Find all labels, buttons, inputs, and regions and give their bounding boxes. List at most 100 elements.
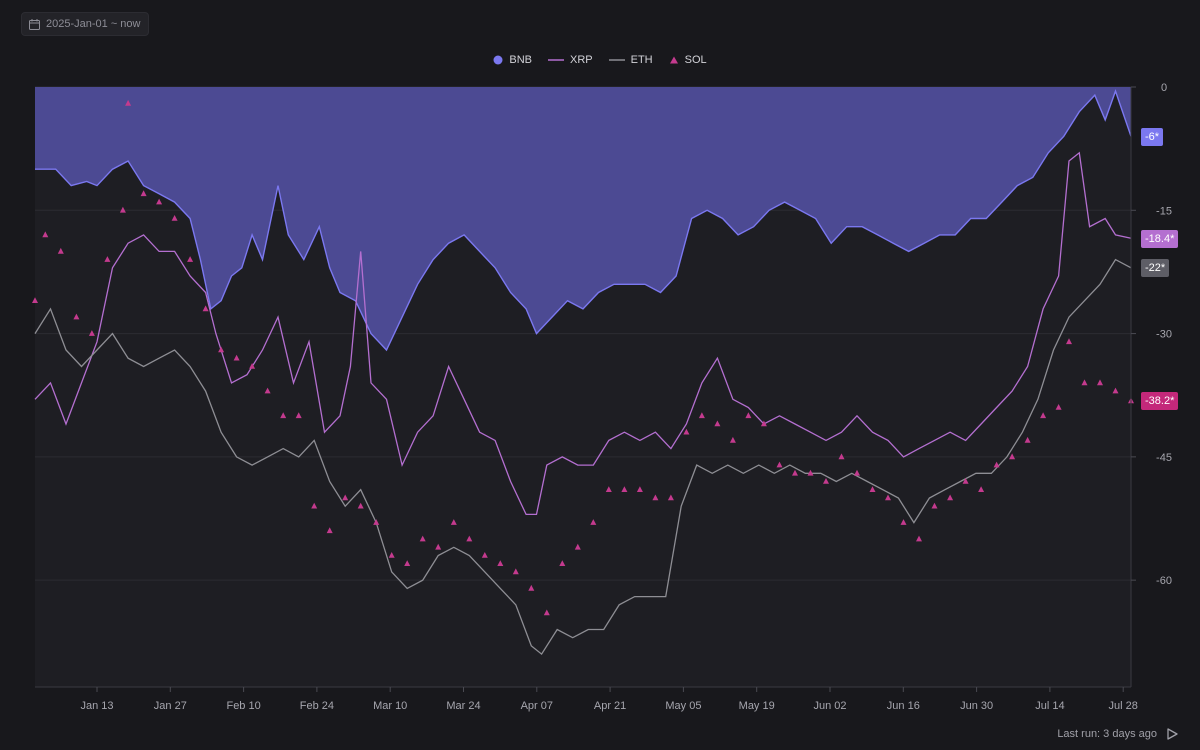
x-tick-label: Jun 30 (960, 700, 993, 712)
y-tick-label: -30 (1156, 329, 1172, 341)
date-range-label: 2025-Jan-01 ~ now (46, 18, 141, 30)
marker-sol (249, 363, 256, 369)
play-icon (1167, 728, 1178, 740)
marker-sol (342, 494, 349, 501)
marker-sol (760, 420, 767, 427)
footer: Last run: 3 days ago (1057, 728, 1178, 740)
marker-sol (574, 543, 581, 550)
marker-sol (218, 346, 225, 353)
marker-sol (32, 297, 38, 303)
marker-sol (885, 494, 891, 501)
x-tick-label: Apr 07 (521, 700, 553, 712)
marker-sol (993, 461, 1000, 468)
marker-sol (481, 552, 488, 558)
marker-sol (978, 486, 985, 492)
marker-sol (57, 247, 64, 254)
date-range-picker[interactable]: 2025-Jan-01 ~ now (21, 12, 150, 36)
legend-item-sol[interactable]: SOL (669, 54, 707, 66)
x-tick-label: Jan 27 (154, 700, 187, 712)
marker-sol (187, 256, 194, 262)
legend-item-eth[interactable]: ETH (608, 54, 653, 66)
marker-sol (295, 412, 302, 419)
x-tick-label: Feb 10 (226, 700, 260, 712)
marker-sol (1024, 436, 1031, 443)
marker-sol (1066, 338, 1072, 345)
marker-sol (1081, 379, 1088, 386)
y-tick-label: -45 (1156, 452, 1172, 464)
marker-sol (1055, 404, 1062, 410)
marker-sol (916, 535, 922, 542)
marker-sol (931, 502, 938, 509)
marker-sol (683, 428, 690, 435)
marker-sol (729, 436, 736, 443)
last-value-badge-xrp: -18.4* (1141, 230, 1179, 248)
marker-sol (388, 552, 395, 558)
y-tick-label: 0 (1161, 82, 1167, 94)
marker-sol (404, 560, 411, 566)
x-tick-label: Mar 10 (373, 700, 407, 712)
marker-sol (947, 494, 954, 501)
x-tick-label: Apr 21 (594, 700, 626, 712)
marker-sol (450, 519, 457, 525)
legend-label-eth: ETH (630, 54, 653, 66)
y-tick-label: -15 (1156, 205, 1172, 217)
run-button[interactable] (1167, 728, 1178, 740)
marker-sol (1009, 453, 1016, 460)
marker-sol (125, 99, 132, 106)
marker-sol (776, 461, 783, 468)
marker-sol (373, 519, 380, 525)
marker-sol (419, 535, 426, 542)
marker-sol (807, 469, 814, 476)
marker-sol (280, 412, 287, 419)
marker-sol (559, 560, 566, 566)
marker-sol (962, 478, 969, 484)
marker-sol (466, 535, 473, 542)
x-tick-label: May 19 (739, 700, 775, 712)
x-tick-label: May 05 (665, 700, 701, 712)
marker-sol (42, 231, 49, 238)
marker-sol (823, 478, 829, 484)
marker-sol (792, 469, 798, 476)
line-eth (34, 258, 1132, 656)
marker-sol (590, 519, 597, 525)
marker-sol (73, 313, 80, 320)
last-value-badge-eth: -22* (1141, 259, 1170, 277)
marker-sol (233, 354, 240, 361)
marker-sol (357, 502, 364, 509)
marker-sol (714, 420, 721, 427)
marker-sol (543, 609, 550, 616)
marker-sol (171, 215, 178, 221)
last-value-badge-bnb: -6* (1141, 128, 1164, 146)
x-tick-label: Jul 28 (1109, 700, 1138, 712)
marker-sol (104, 256, 111, 262)
marker-sol (512, 568, 519, 575)
marker-sol (667, 494, 674, 501)
marker-sol (838, 453, 845, 460)
marker-sol (1112, 387, 1119, 394)
marker-sol (869, 486, 876, 492)
marker-sol (605, 486, 612, 492)
marker-sol (621, 486, 628, 492)
marker-sol (88, 330, 95, 336)
line-bnb (35, 88, 1132, 352)
marker-sol (636, 486, 643, 492)
marker-sol (698, 412, 705, 419)
legend-item-xrp[interactable]: XRP (547, 54, 593, 66)
y-tick-label: -60 (1156, 575, 1172, 587)
marker-sol (854, 469, 860, 476)
circle-marker-icon (493, 55, 503, 65)
marker-sol (264, 387, 271, 394)
marker-sol (1040, 412, 1047, 419)
legend-label-xrp: XRP (569, 54, 593, 66)
x-tick-label: Jun 16 (887, 700, 920, 712)
x-tick-label: Jan 13 (80, 700, 113, 712)
legend-item-bnb[interactable]: BNB (493, 54, 532, 66)
legend-label-sol: SOL (684, 54, 707, 66)
x-tick-label: Jul 14 (1035, 700, 1064, 712)
x-tick-label: Feb 24 (300, 700, 334, 712)
calendar-icon (29, 18, 40, 30)
marker-sol (140, 190, 147, 197)
marker-sol (156, 198, 163, 205)
area-bnb (35, 87, 1131, 350)
